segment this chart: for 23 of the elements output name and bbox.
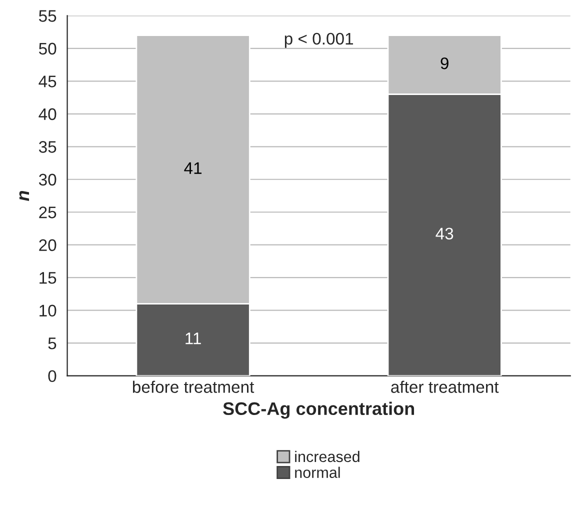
y-tick-label: 0: [48, 370, 56, 382]
y-tick-label: 40: [38, 108, 56, 120]
legend-label: normal: [295, 466, 340, 478]
legend-label: increased: [295, 450, 360, 462]
y-tick-label: 50: [38, 42, 56, 55]
y-tick-label: 35: [38, 141, 56, 153]
y-tick-label: 10: [40, 304, 56, 317]
data-label: 43: [436, 228, 454, 240]
y-tick-label: 5: [48, 338, 56, 350]
data-label: 41: [184, 162, 202, 174]
data-label: 9: [440, 57, 448, 70]
y-tick-label: 45: [38, 76, 56, 88]
y-axis-title: n: [19, 190, 30, 201]
y-tick-label: 25: [39, 206, 56, 218]
y-tick-label: 20: [39, 239, 56, 252]
x-axis-title: SCC-Ag concentration: [223, 402, 414, 419]
data-label: 11: [186, 332, 201, 344]
y-tick-label: 15: [40, 272, 56, 284]
x-tick-label: after treatment: [391, 380, 499, 393]
y-tick-label: 55: [38, 10, 56, 22]
x-tick-label: before treatment: [132, 380, 254, 393]
annotation: p < 0.001: [284, 32, 353, 48]
y-tick-label: 30: [38, 174, 56, 186]
